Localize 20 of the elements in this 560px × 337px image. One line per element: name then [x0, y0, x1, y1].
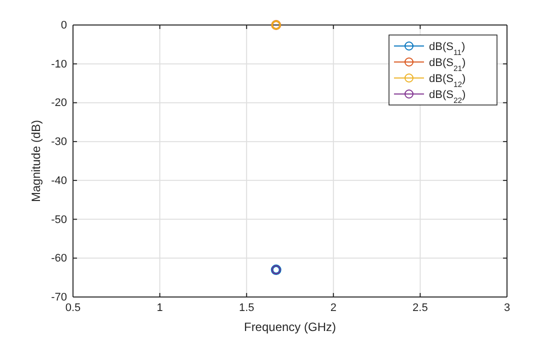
y-tick-label: -20 [51, 97, 67, 110]
x-tick-label: 2.5 [412, 302, 428, 314]
y-tick-label: -60 [51, 252, 67, 265]
x-tick-label: 3 [504, 302, 510, 314]
x-tick-label: 2 [330, 302, 336, 314]
y-tick-label: -10 [51, 58, 67, 70]
legend-label: dB(S$_{22}$) [429, 89, 466, 104]
y-tick-label: -40 [51, 174, 67, 187]
y-tick-label: -70 [51, 292, 67, 304]
x-axis-title: Frequency (GHz) [244, 320, 336, 334]
x-tick-label: 1 [156, 302, 163, 314]
legend-label: dB(S$_{21}$) [429, 57, 466, 72]
legend-label: dB(S$_{12}$) [429, 73, 466, 88]
x-tick-label: 0.5 [65, 302, 81, 314]
y-tick-label: -30 [51, 136, 67, 148]
y-tick-label: 0 [60, 20, 67, 32]
x-tick-label: 1.5 [238, 302, 254, 314]
legend-label: dB(S$_{11}$) [429, 41, 466, 56]
y-tick-label: -50 [51, 214, 67, 226]
y-axis-title: Magnitude (dB) [29, 120, 43, 202]
